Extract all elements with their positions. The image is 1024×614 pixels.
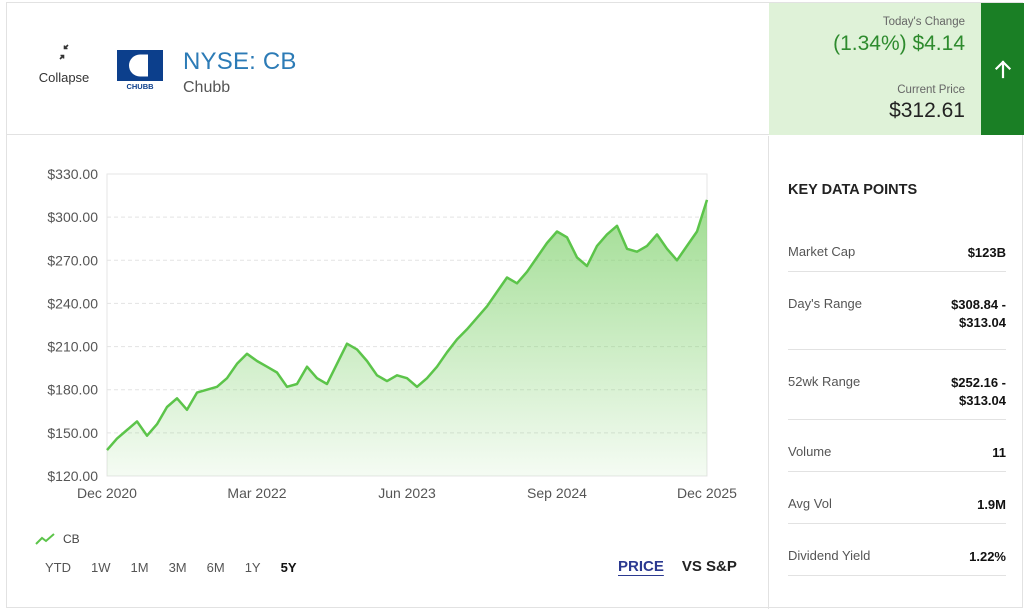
y-tick-label: $330.00: [47, 166, 98, 182]
key-data-row: Avg Vol 1.9M: [788, 472, 1006, 524]
todays-change-label: Today's Change: [882, 16, 965, 28]
series-line-cb: [106, 199, 709, 451]
key-data-value-line: 1.9M: [977, 497, 1006, 512]
tab-price[interactable]: PRICE: [618, 558, 664, 575]
todays-change-value: (1.34%) $4.14: [833, 32, 965, 55]
range-ytd[interactable]: YTD: [45, 560, 71, 575]
key-data-value-line: $308.84 -: [951, 297, 1006, 312]
key-data-label: Avg Vol: [788, 496, 832, 511]
key-data-panel: KEY DATA POINTS Market Cap $123B Day's Ran…: [770, 136, 1024, 609]
change-panel: Today's Change (1.34%) $4.14 Current Pri…: [769, 3, 981, 135]
trend-line-icon: [35, 533, 55, 545]
key-data-title: KEY DATA POINTS: [788, 182, 918, 198]
range-1m[interactable]: 1M: [130, 560, 149, 575]
x-tick-label: Dec 2020: [77, 485, 137, 501]
stock-header: Collapse CHUBB NYSE: CB Chubb Today's Ch…: [7, 3, 1024, 135]
y-tick-label: $240.00: [47, 295, 98, 311]
key-data-value-line: 1.22%: [969, 549, 1006, 564]
company-name: Chubb: [183, 79, 231, 96]
key-data-label: 52wk Range: [788, 374, 861, 389]
key-data-value-line: $252.16 -: [951, 375, 1006, 390]
chart-legend: CB: [35, 532, 80, 546]
key-data-row: Volume 11: [788, 420, 1006, 472]
tab-vs-sp[interactable]: VS S&P: [681, 558, 737, 575]
key-data-row: Dividend Yield 1.22%: [788, 524, 1006, 576]
key-data-value-line: $313.04: [959, 315, 1006, 330]
chubb-logo: CHUBB: [117, 50, 163, 90]
key-data-value-line: 11: [992, 445, 1006, 460]
key-data-value: $252.16 - $313.04: [951, 374, 1006, 410]
x-tick-label: Sep 2024: [527, 485, 587, 501]
x-tick-label: Mar 2022: [227, 485, 286, 501]
series-area-cb: [107, 199, 707, 476]
range-6m[interactable]: 6M: [206, 560, 225, 575]
key-data-value-line: $313.04: [959, 393, 1006, 408]
y-tick-label: $180.00: [47, 382, 98, 398]
y-tick-label: $270.00: [47, 252, 98, 268]
key-data-value: 11: [992, 444, 1006, 462]
y-tick-label: $120.00: [47, 468, 98, 484]
range-3m[interactable]: 3M: [168, 560, 187, 575]
key-data-label: Market Cap: [788, 244, 856, 259]
key-data-value: $123B: [968, 244, 1006, 262]
legend-label: CB: [63, 532, 80, 546]
range-1y[interactable]: 1Y: [244, 560, 261, 575]
logo-text: CHUBB: [126, 82, 154, 90]
key-data-value: 1.9M: [977, 496, 1006, 514]
range-5y[interactable]: 5Y: [280, 560, 297, 575]
y-tick-label: $210.00: [47, 339, 98, 355]
current-price-label: Current Price: [897, 84, 965, 96]
key-data-value: $308.84 - $313.04: [951, 296, 1006, 332]
collapse-label: Collapse: [38, 70, 90, 85]
stock-card: Collapse CHUBB NYSE: CB Chubb Today's Ch…: [6, 2, 1024, 609]
current-price-value: $312.61: [889, 99, 965, 122]
key-data-label: Dividend Yield: [788, 548, 871, 563]
y-tick-label: $150.00: [47, 425, 98, 441]
direction-indicator: [981, 3, 1024, 135]
price-chart: $120.00 $150.00 $180.00 $210.00 $240.00 $270.…: [47, 166, 737, 501]
key-data-label: Volume: [788, 444, 832, 459]
chart-mode-tabs: PRICE VS S&P: [618, 558, 737, 575]
key-data-label: Day's Range: [788, 296, 863, 311]
arrow-up-icon: [994, 60, 1011, 79]
key-data-row: 52wk Range $252.16 - $313.04: [788, 350, 1006, 420]
collapse-button[interactable]: Collapse: [29, 43, 99, 87]
key-data-row: Day's Range $308.84 - $313.04: [788, 272, 1006, 350]
y-tick-label: $300.00: [47, 209, 98, 225]
range-1w[interactable]: 1W: [91, 560, 111, 575]
collapse-icon: [59, 44, 69, 60]
x-tick-label: Dec 2025: [677, 485, 737, 501]
key-data-row: Market Cap $123B: [788, 220, 1006, 272]
range-selector: YTD 1W 1M 3M 6M 1Y 5Y: [35, 560, 307, 575]
x-tick-label: Jun 2023: [378, 485, 436, 501]
key-data-value-line: $123B: [967, 245, 1006, 260]
key-data-value: 1.22%: [969, 548, 1006, 566]
ticker-symbol: NYSE: CB: [183, 48, 297, 75]
price-chart-panel: $120.00 $150.00 $180.00 $210.00 $240.00 $270.…: [7, 136, 769, 609]
